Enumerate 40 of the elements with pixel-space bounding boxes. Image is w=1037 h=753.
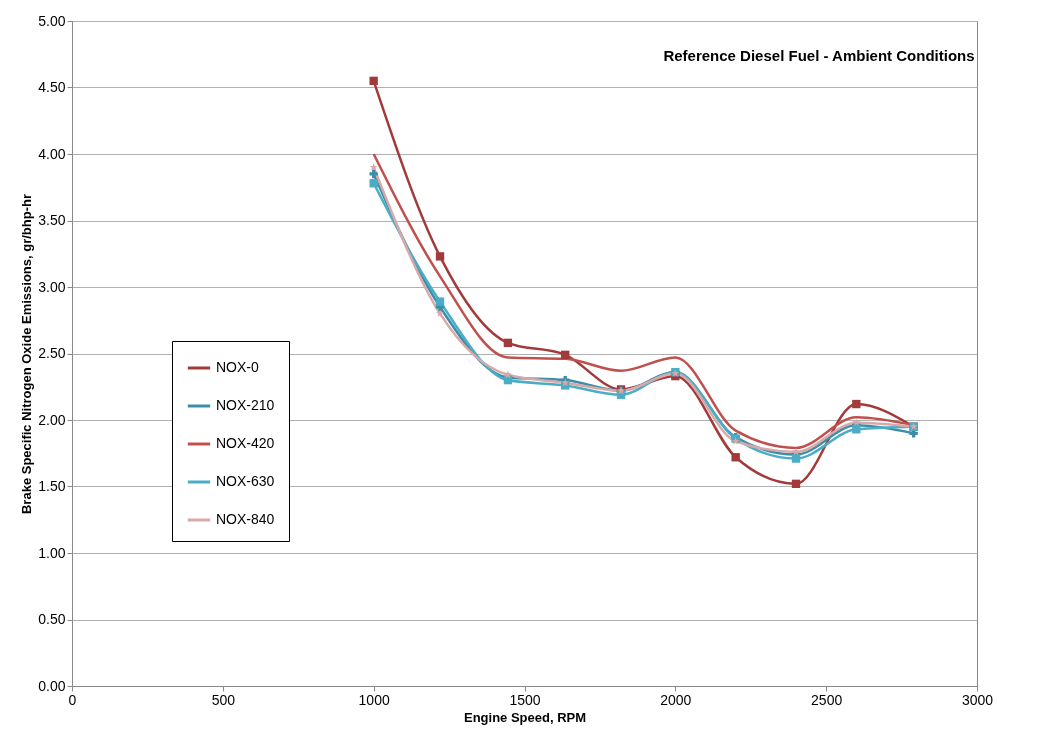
x-axis-title: Engine Speed, RPM xyxy=(463,709,587,725)
y-tick-label: 1.00 xyxy=(38,544,66,561)
point xyxy=(369,76,378,86)
y-tick-label: 2.50 xyxy=(38,345,66,361)
y-axis-title: Brake Specific Nitrogen Oxide Emissions, gr/bhp-hr xyxy=(19,193,35,515)
point xyxy=(791,479,801,489)
y-tick-label: 0.50 xyxy=(38,611,66,627)
text: Reference Diesel Fuel - Ambient Conditions xyxy=(663,47,975,64)
y-tick-label: 3.00 xyxy=(38,278,66,295)
point xyxy=(369,169,378,179)
y-tick-label: 4.50 xyxy=(38,79,66,95)
y-tick-label: 2.00 xyxy=(38,411,66,428)
point xyxy=(435,297,445,306)
legend-label: NOX-630 xyxy=(216,473,275,489)
point xyxy=(731,453,740,462)
y-tick-label: 5.00 xyxy=(38,12,66,29)
x-tick-label: 2000 xyxy=(660,691,692,708)
point xyxy=(369,179,378,188)
point xyxy=(369,163,378,171)
point xyxy=(436,309,445,317)
point xyxy=(435,252,445,261)
x-tick-label: 3000 xyxy=(961,691,994,708)
y-tick-label: 3.50 xyxy=(38,212,66,228)
x-tick-label: 1500 xyxy=(509,691,541,708)
point xyxy=(852,425,861,434)
point xyxy=(852,399,861,409)
point xyxy=(791,454,801,463)
y-tick-label: 4.00 xyxy=(38,145,66,162)
x-tick-label: 1000 xyxy=(358,691,390,708)
legend-label: NOX-0 xyxy=(216,359,259,375)
point xyxy=(503,338,513,348)
legend-label: NOX-840 xyxy=(216,511,275,527)
x-tick-label: 500 xyxy=(211,691,236,708)
y-tick-label: 0.00 xyxy=(38,677,66,694)
legend-label: NOX-420 xyxy=(216,435,275,451)
x-tick-label: 0 xyxy=(68,691,77,708)
y-tick-label: 1.50 xyxy=(38,478,66,494)
legend-label: NOX-210 xyxy=(216,397,275,413)
point xyxy=(561,350,570,360)
x-tick-label: 2500 xyxy=(811,691,843,708)
